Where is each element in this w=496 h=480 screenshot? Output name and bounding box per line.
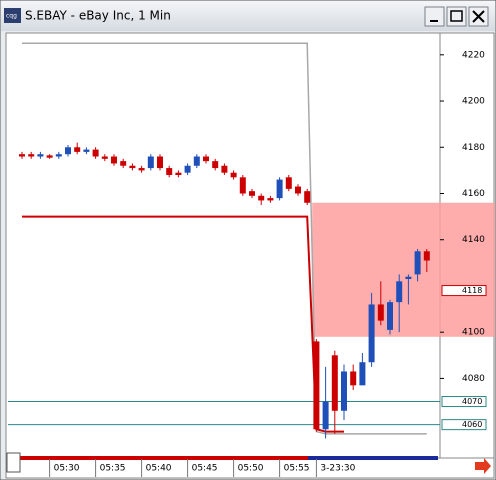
candle-body <box>212 161 219 169</box>
price-label: 4070 <box>462 397 482 406</box>
candle-body <box>387 302 393 330</box>
candle-body <box>101 156 108 159</box>
maximize-button[interactable] <box>446 6 467 27</box>
candle-body <box>377 304 384 321</box>
candle-body <box>46 155 53 158</box>
candle-body <box>359 362 366 386</box>
candle-body <box>120 161 127 166</box>
y-tick-label: 4220 <box>462 50 485 60</box>
candle-body <box>405 276 412 280</box>
candle-body <box>221 165 228 173</box>
candle-body <box>129 165 136 169</box>
candle-body <box>267 198 274 201</box>
scroll-box[interactable] <box>6 452 21 473</box>
candle-body <box>74 147 81 152</box>
candle-body <box>147 156 154 169</box>
minimize-button[interactable] <box>424 6 445 27</box>
candle-body <box>285 177 292 189</box>
candle-body <box>166 168 173 175</box>
y-tick-label: 4180 <box>462 143 485 153</box>
x-tick-label: 05:45 <box>192 464 218 474</box>
candle-body <box>396 281 403 303</box>
x-tick-label: 05:55 <box>284 464 310 474</box>
candle-body <box>331 355 338 411</box>
x-tick-label: 05:50 <box>238 464 264 474</box>
close-icon <box>472 10 485 23</box>
price-label: 4060 <box>462 420 482 429</box>
candle-body <box>249 191 255 196</box>
candle-body <box>276 179 283 199</box>
candle-body <box>92 149 99 157</box>
overlay-line <box>22 215 344 433</box>
price-label-box <box>441 285 487 297</box>
candle-body <box>193 156 200 166</box>
title-bar <box>1 1 495 31</box>
candle-body <box>203 156 209 162</box>
y-tick-label: 4100 <box>462 328 485 338</box>
candle-body <box>65 147 71 155</box>
candle-body <box>157 156 163 169</box>
candle-body <box>313 341 320 430</box>
app-icon-glyph: cqg <box>6 13 17 20</box>
app-icon <box>4 8 21 23</box>
maximize-icon <box>450 10 463 22</box>
candle-body <box>28 154 35 157</box>
candle-body <box>230 172 237 178</box>
x-tick-label: 3-23:30 <box>320 464 355 474</box>
candle-body <box>304 191 311 203</box>
price-label: 4118 <box>462 286 482 295</box>
window-title: S.EBAY - eBay Inc, 1 Min <box>25 9 171 23</box>
candle-body <box>111 156 117 164</box>
candle-body <box>37 154 44 157</box>
candle-body <box>175 172 182 175</box>
candle-body <box>414 251 421 275</box>
y-tick-label: 4140 <box>462 235 485 245</box>
candle-body <box>55 154 62 157</box>
price-label-box <box>441 396 487 408</box>
candle-body <box>322 401 329 430</box>
y-tick-label: 4080 <box>462 374 485 384</box>
candle-body <box>258 195 265 201</box>
y-tick-label: 4160 <box>462 189 485 199</box>
candle-body <box>83 149 90 152</box>
candle-body <box>423 251 430 261</box>
x-tick-label: 05:35 <box>100 464 126 474</box>
price-zone <box>312 202 495 337</box>
scroll-right-arrow[interactable] <box>475 458 491 474</box>
scroll-thumb[interactable] <box>8 456 308 460</box>
x-tick-label: 05:30 <box>54 464 80 474</box>
window-buttons[interactable] <box>424 6 489 27</box>
candle-body <box>368 304 375 363</box>
candle-body <box>138 168 145 171</box>
x-tick-label: 05:40 <box>146 464 172 474</box>
candle-body <box>19 154 25 157</box>
chart-layer: 4080 4100 4140 4160 4180 4200 4220 05:30 05:35 05… <box>8 42 495 477</box>
candle-body <box>341 371 347 411</box>
price-label-box <box>441 419 487 431</box>
candle-body <box>239 177 246 194</box>
overlay-line <box>22 42 427 435</box>
candle-body <box>184 165 191 173</box>
y-tick-label: 4200 <box>462 97 485 107</box>
candle-body <box>350 371 357 386</box>
candle-body <box>295 186 301 194</box>
